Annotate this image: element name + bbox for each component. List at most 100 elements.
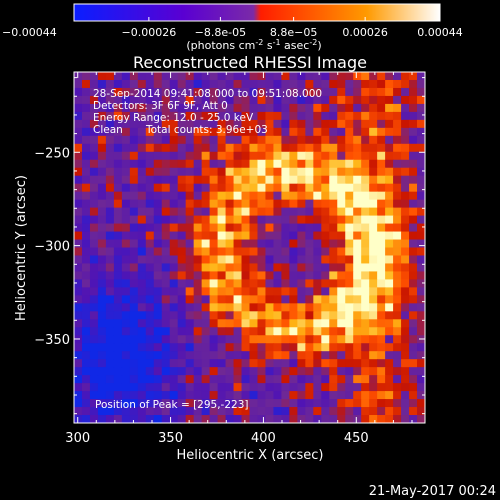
heatmap-cell (305, 383, 314, 392)
heatmap-cell (265, 143, 275, 153)
heatmap-cell (161, 143, 171, 153)
heatmap-cell (201, 271, 211, 281)
heatmap-cell (129, 415, 139, 423)
heatmap-cell (273, 95, 283, 105)
heatmap-cell (409, 175, 418, 185)
heatmap-cell (153, 343, 163, 352)
heatmap-cell (217, 151, 227, 161)
heatmap-cell (89, 72, 99, 81)
heatmap-cell (305, 351, 314, 360)
heatmap-cell (81, 303, 91, 312)
heatmap-cell (153, 327, 163, 336)
heatmap-cell (337, 407, 346, 416)
heatmap-cell (281, 391, 290, 400)
heatmap-cell (137, 167, 147, 177)
heatmap-cell (137, 223, 147, 233)
heatmap-cell (265, 183, 275, 193)
heatmap-cell (225, 231, 235, 241)
heatmap-cell (321, 175, 330, 185)
heatmap-cell (409, 367, 418, 376)
heatmap-cell (313, 79, 322, 89)
heatmap-cell (74, 79, 83, 89)
heatmap-cell (241, 239, 251, 249)
heatmap-cell (74, 231, 83, 241)
heatmap-cell (89, 119, 99, 129)
heatmap-cell (409, 255, 418, 265)
heatmap-cell (185, 407, 195, 416)
heatmap-cell (193, 191, 203, 201)
heatmap-cell (393, 255, 402, 265)
heatmap-cell (201, 87, 211, 97)
annotation-detectors: Detectors: 3F 6F 9F, Att 0 (93, 100, 228, 112)
heatmap-cell (105, 335, 115, 344)
heatmap-cell (241, 407, 251, 416)
heatmap-cell (289, 271, 298, 281)
heatmap-cell (209, 367, 219, 376)
heatmap-cell (257, 103, 267, 113)
heatmap-cell (145, 167, 155, 177)
heatmap-cell (337, 319, 346, 328)
heatmap-cell (97, 135, 107, 145)
heatmap-cell (241, 335, 251, 344)
heatmap-cell (369, 247, 378, 257)
heatmap-cell (225, 191, 235, 201)
heatmap-cell (289, 231, 298, 241)
heatmap-cell (129, 143, 139, 153)
heatmap-cell (169, 215, 179, 225)
heatmap-cell (385, 263, 394, 273)
heatmap-cell (385, 199, 394, 209)
heatmap-cell (113, 263, 123, 273)
heatmap-cell (225, 72, 235, 81)
heatmap-cell (305, 159, 314, 169)
heatmap-cell (353, 391, 362, 400)
heatmap-cell (97, 183, 107, 193)
heatmap-cell (305, 191, 314, 201)
heatmap-cell (105, 319, 115, 328)
heatmap-cell (129, 159, 139, 169)
heatmap-cell (313, 159, 322, 169)
heatmap-cell (89, 103, 99, 113)
heatmap-cell (161, 159, 171, 169)
heatmap-cell (105, 159, 115, 169)
heatmap-cell (289, 159, 298, 169)
heatmap-cell (161, 295, 171, 304)
heatmap-cell (209, 279, 219, 288)
heatmap-cell (401, 343, 410, 352)
heatmap-cell (393, 279, 402, 288)
heatmap-cell (145, 391, 155, 400)
heatmap-cell (345, 159, 354, 169)
heatmap-cell (353, 335, 362, 344)
heatmap-cell (329, 175, 338, 185)
heatmap-cell (193, 343, 203, 352)
heatmap-cell (321, 279, 330, 288)
heatmap-cell (97, 263, 107, 273)
heatmap-cell (153, 415, 163, 423)
heatmap-cell (137, 175, 147, 185)
heatmap-cell (297, 231, 306, 241)
heatmap-cell (233, 335, 243, 344)
heatmap-cell (257, 143, 267, 153)
heatmap-cell (345, 383, 354, 392)
heatmap-cell (113, 159, 123, 169)
heatmap-cell (233, 391, 243, 400)
heatmap-cell (361, 95, 370, 105)
heatmap-cell (185, 119, 195, 129)
heatmap-cell (417, 199, 425, 209)
heatmap-cell (289, 199, 298, 209)
heatmap-cell (249, 223, 259, 233)
heatmap-cell (393, 263, 402, 273)
heatmap-cell (297, 415, 306, 423)
heatmap-cell (417, 135, 425, 145)
heatmap-cell (161, 183, 171, 193)
heatmap-cell (129, 127, 139, 137)
heatmap-cell (113, 231, 123, 241)
heatmap-cell (169, 343, 179, 352)
heatmap-cell (121, 183, 131, 193)
heatmap-cell (113, 303, 123, 312)
heatmap-cell (281, 287, 290, 296)
heatmap-cell (281, 103, 290, 113)
heatmap-cell (305, 303, 314, 312)
heatmap-cell (241, 375, 251, 384)
heatmap-cell (217, 295, 227, 304)
heatmap-cell (249, 175, 259, 185)
